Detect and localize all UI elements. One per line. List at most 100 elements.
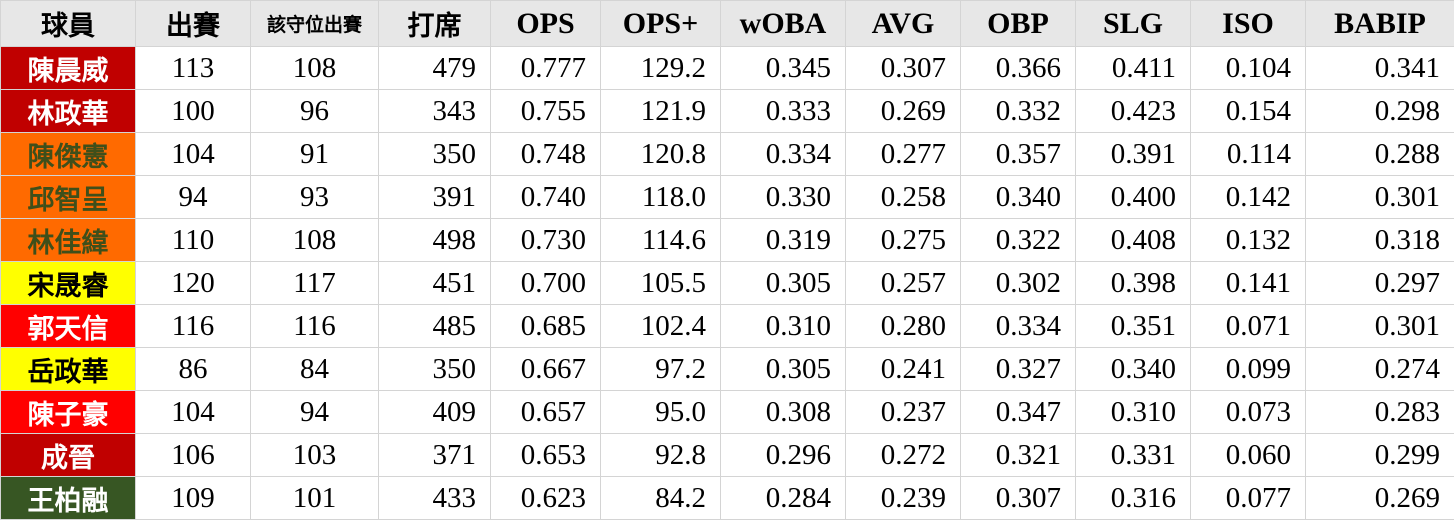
player-name: 郭天信 bbox=[0, 304, 136, 348]
stat-cell: 0.653 bbox=[490, 433, 601, 477]
stat-cell: 0.301 bbox=[1305, 304, 1454, 348]
stat-cell: 0.398 bbox=[1075, 261, 1191, 305]
column-header: 出賽 bbox=[135, 0, 251, 47]
stat-cell: 350 bbox=[378, 132, 491, 176]
stat-cell: 0.333 bbox=[720, 89, 846, 133]
stat-cell: 350 bbox=[378, 347, 491, 391]
stat-cell: 0.297 bbox=[1305, 261, 1454, 305]
stat-cell: 0.423 bbox=[1075, 89, 1191, 133]
stat-cell: 391 bbox=[378, 175, 491, 219]
stat-cell: 113 bbox=[135, 46, 251, 90]
stat-cell: 105.5 bbox=[600, 261, 721, 305]
stat-cell: 0.301 bbox=[1305, 175, 1454, 219]
column-header: OPS bbox=[490, 0, 601, 47]
stat-cell: 0.685 bbox=[490, 304, 601, 348]
stat-cell: 479 bbox=[378, 46, 491, 90]
stat-cell: 104 bbox=[135, 132, 251, 176]
stat-cell: 433 bbox=[378, 476, 491, 520]
stat-cell: 0.071 bbox=[1190, 304, 1306, 348]
stat-cell: 0.141 bbox=[1190, 261, 1306, 305]
stat-cell: 104 bbox=[135, 390, 251, 434]
stat-cell: 0.269 bbox=[845, 89, 961, 133]
stat-cell: 0.305 bbox=[720, 261, 846, 305]
player-row: 陳子豪 104 94 409 0.657 95.0 0.308 0.237 0.347 0.310… bbox=[0, 390, 1454, 434]
stat-cell: 0.321 bbox=[960, 433, 1076, 477]
player-row: 陳晨威 113 108 479 0.777 129.2 0.345 0.307 0.366 0.4… bbox=[0, 46, 1454, 90]
player-row: 邱智呈 94 93 391 0.740 118.0 0.330 0.258 0.340 0.400… bbox=[0, 175, 1454, 219]
stat-cell: 0.275 bbox=[845, 218, 961, 262]
stat-cell: 409 bbox=[378, 390, 491, 434]
stat-cell: 0.298 bbox=[1305, 89, 1454, 133]
stat-cell: 0.237 bbox=[845, 390, 961, 434]
stat-cell: 0.391 bbox=[1075, 132, 1191, 176]
stat-cell: 0.307 bbox=[845, 46, 961, 90]
stat-cell: 0.316 bbox=[1075, 476, 1191, 520]
stat-cell: 0.667 bbox=[490, 347, 601, 391]
stat-cell: 0.755 bbox=[490, 89, 601, 133]
stat-cell: 103 bbox=[250, 433, 379, 477]
stat-cell: 0.310 bbox=[720, 304, 846, 348]
column-header: 球員 bbox=[0, 0, 136, 47]
stat-cell: 0.258 bbox=[845, 175, 961, 219]
stat-cell: 93 bbox=[250, 175, 379, 219]
stat-cell: 0.239 bbox=[845, 476, 961, 520]
stat-cell: 0.308 bbox=[720, 390, 846, 434]
stat-cell: 0.341 bbox=[1305, 46, 1454, 90]
stat-cell: 0.331 bbox=[1075, 433, 1191, 477]
stat-cell: 91 bbox=[250, 132, 379, 176]
stat-cell: 0.154 bbox=[1190, 89, 1306, 133]
stat-cell: 451 bbox=[378, 261, 491, 305]
player-name: 宋晟睿 bbox=[0, 261, 136, 305]
stat-cell: 120 bbox=[135, 261, 251, 305]
stat-cell: 92.8 bbox=[600, 433, 721, 477]
stat-cell: 0.104 bbox=[1190, 46, 1306, 90]
stat-cell: 0.305 bbox=[720, 347, 846, 391]
column-header: BABIP bbox=[1305, 0, 1454, 47]
stat-cell: 0.060 bbox=[1190, 433, 1306, 477]
player-row: 陳傑憲 104 91 350 0.748 120.8 0.334 0.277 0.357 0.39… bbox=[0, 132, 1454, 176]
stat-cell: 108 bbox=[250, 46, 379, 90]
stat-cell: 84 bbox=[250, 347, 379, 391]
table-body: 陳晨威 113 108 479 0.777 129.2 0.345 0.307 0.366 0.4… bbox=[0, 46, 1454, 520]
stat-cell: 117 bbox=[250, 261, 379, 305]
stat-cell: 498 bbox=[378, 218, 491, 262]
stat-cell: 0.319 bbox=[720, 218, 846, 262]
stat-cell: 343 bbox=[378, 89, 491, 133]
stat-cell: 0.334 bbox=[960, 304, 1076, 348]
stat-cell: 0.730 bbox=[490, 218, 601, 262]
stat-cell: 0.340 bbox=[1075, 347, 1191, 391]
stat-cell: 0.351 bbox=[1075, 304, 1191, 348]
player-row: 林佳緯 110 108 498 0.730 114.6 0.319 0.275 0.322 0.4… bbox=[0, 218, 1454, 262]
stat-cell: 100 bbox=[135, 89, 251, 133]
stat-cell: 0.357 bbox=[960, 132, 1076, 176]
stat-cell: 0.322 bbox=[960, 218, 1076, 262]
stat-cell: 0.334 bbox=[720, 132, 846, 176]
column-header: 該守位出賽 bbox=[250, 0, 379, 47]
stat-cell: 0.302 bbox=[960, 261, 1076, 305]
stat-cell: 0.241 bbox=[845, 347, 961, 391]
stat-cell: 0.347 bbox=[960, 390, 1076, 434]
stat-cell: 0.400 bbox=[1075, 175, 1191, 219]
stat-cell: 95.0 bbox=[600, 390, 721, 434]
column-header: SLG bbox=[1075, 0, 1191, 47]
stat-cell: 101 bbox=[250, 476, 379, 520]
stat-cell: 0.740 bbox=[490, 175, 601, 219]
player-name: 林佳緯 bbox=[0, 218, 136, 262]
stat-cell: 0.277 bbox=[845, 132, 961, 176]
column-header: AVG bbox=[845, 0, 961, 47]
stat-cell: 0.099 bbox=[1190, 347, 1306, 391]
column-header: OPS+ bbox=[600, 0, 721, 47]
stat-cell: 0.700 bbox=[490, 261, 601, 305]
stat-cell: 0.318 bbox=[1305, 218, 1454, 262]
stat-cell: 108 bbox=[250, 218, 379, 262]
column-header: ISO bbox=[1190, 0, 1306, 47]
stat-cell: 116 bbox=[135, 304, 251, 348]
stat-cell: 0.777 bbox=[490, 46, 601, 90]
stat-cell: 94 bbox=[135, 175, 251, 219]
stat-cell: 0.408 bbox=[1075, 218, 1191, 262]
stat-cell: 0.257 bbox=[845, 261, 961, 305]
stat-cell: 121.9 bbox=[600, 89, 721, 133]
stat-cell: 94 bbox=[250, 390, 379, 434]
player-name: 岳政華 bbox=[0, 347, 136, 391]
